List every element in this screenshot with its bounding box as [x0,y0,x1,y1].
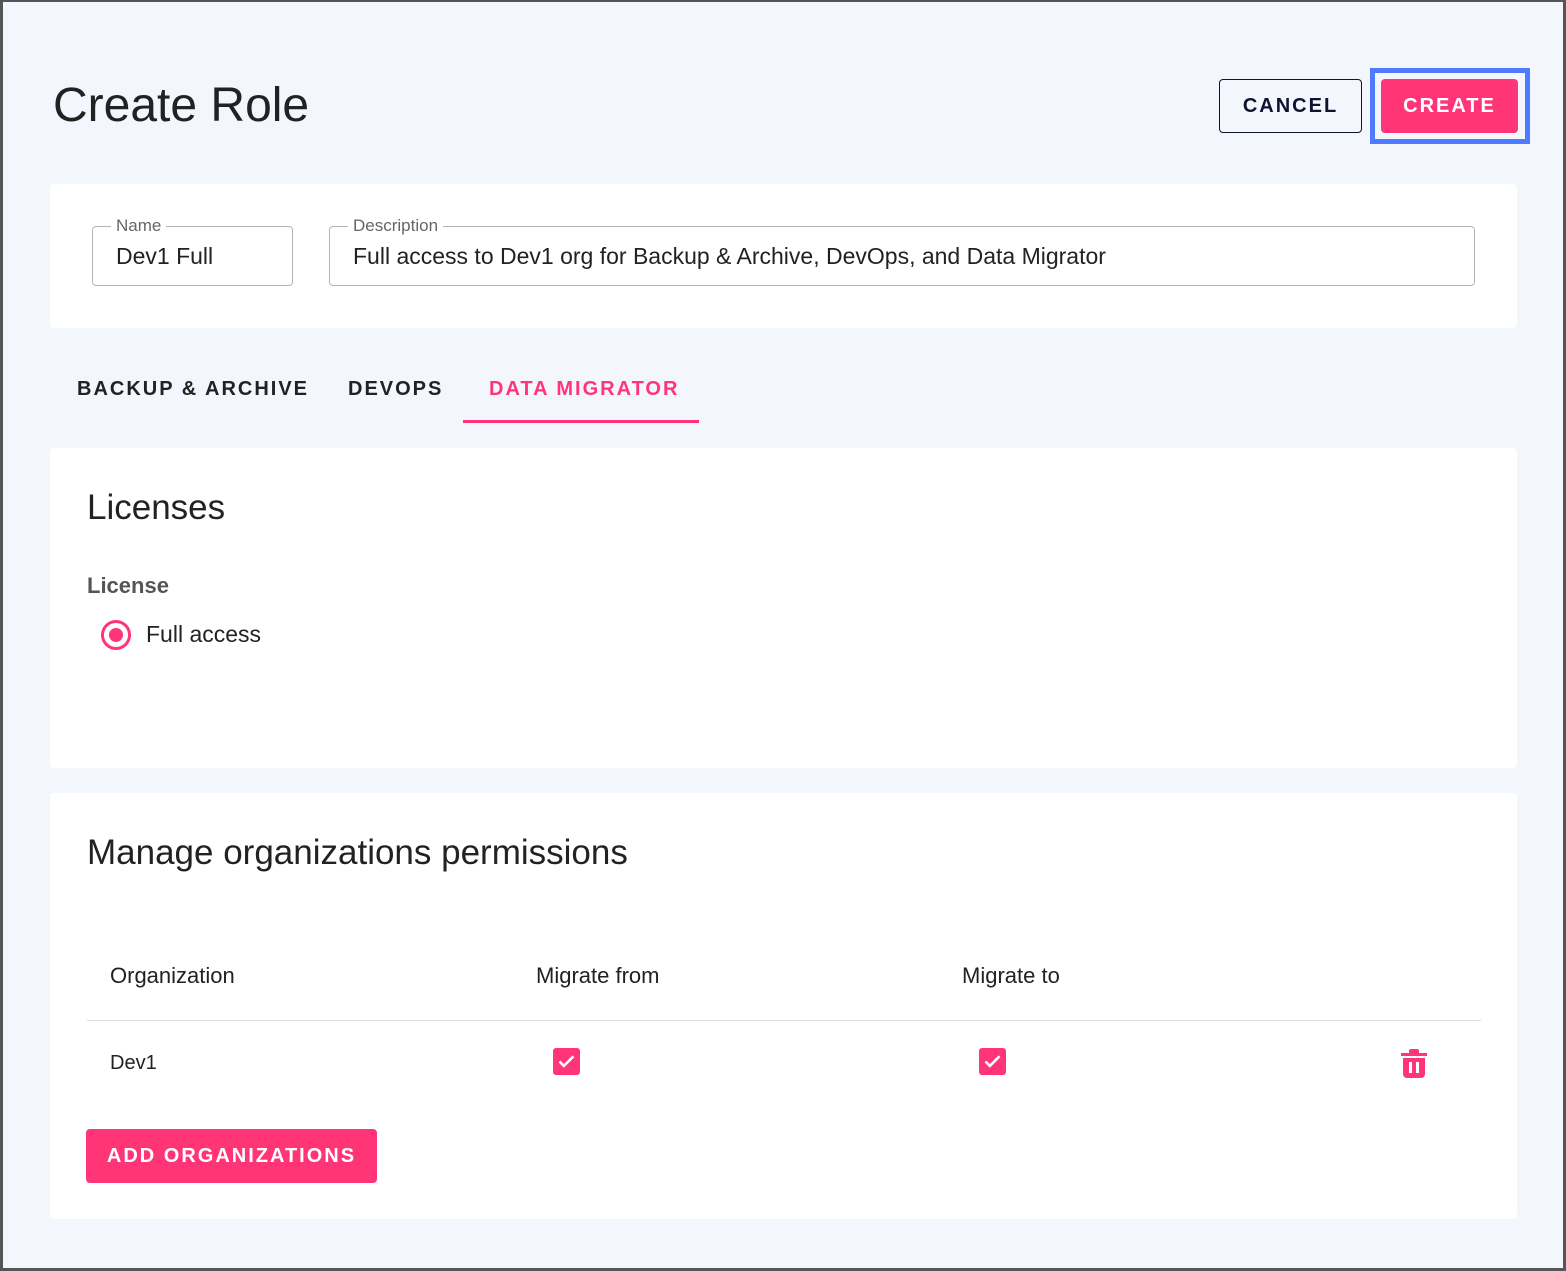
description-label: Description [348,216,444,236]
cancel-button[interactable]: CANCEL [1219,79,1362,133]
permissions-title: Manage organizations permissions [87,833,628,872]
role-details-card: Name Dev1 Full Description Full access t… [50,184,1517,328]
column-organization: Organization [110,963,235,988]
licenses-card: Licenses License Full access [50,448,1517,768]
full-access-label: Full access [146,621,262,647]
description-value: Full access to Dev1 org for Backup & Arc… [353,243,1106,269]
permissions-card: Manage organizations permissions Organiz… [50,793,1517,1219]
column-migrate-from: Migrate from [536,963,660,988]
tab-backup-archive[interactable]: BACKUP & ARCHIVE [77,378,310,400]
description-field[interactable]: Description Full access to Dev1 org for … [329,216,1475,286]
focus-ring [1370,68,1530,144]
name-field[interactable]: Name Dev1 Full [92,216,293,286]
name-label: Name [111,216,167,236]
create-button[interactable]: CREATE [1381,79,1518,133]
trash-icon[interactable] [1400,1048,1428,1080]
license-label: License [87,573,169,598]
tab-devops[interactable]: DEVOPS [348,378,444,400]
tab-data-migrator[interactable]: DATA MIGRATOR [489,378,680,400]
migrate-to-checkbox[interactable] [979,1048,1006,1075]
full-access-radio[interactable] [101,620,131,650]
table-divider [87,1020,1481,1021]
name-value: Dev1 Full [116,243,214,269]
migrate-from-checkbox[interactable] [553,1048,580,1075]
licenses-title: Licenses [87,488,226,527]
organization-cell: Dev1 [110,1052,157,1074]
active-tab-indicator [463,420,699,423]
page-title: Create Role [53,79,310,132]
column-migrate-to: Migrate to [962,963,1060,988]
add-organizations-button[interactable]: ADD ORGANIZATIONS [86,1129,377,1183]
